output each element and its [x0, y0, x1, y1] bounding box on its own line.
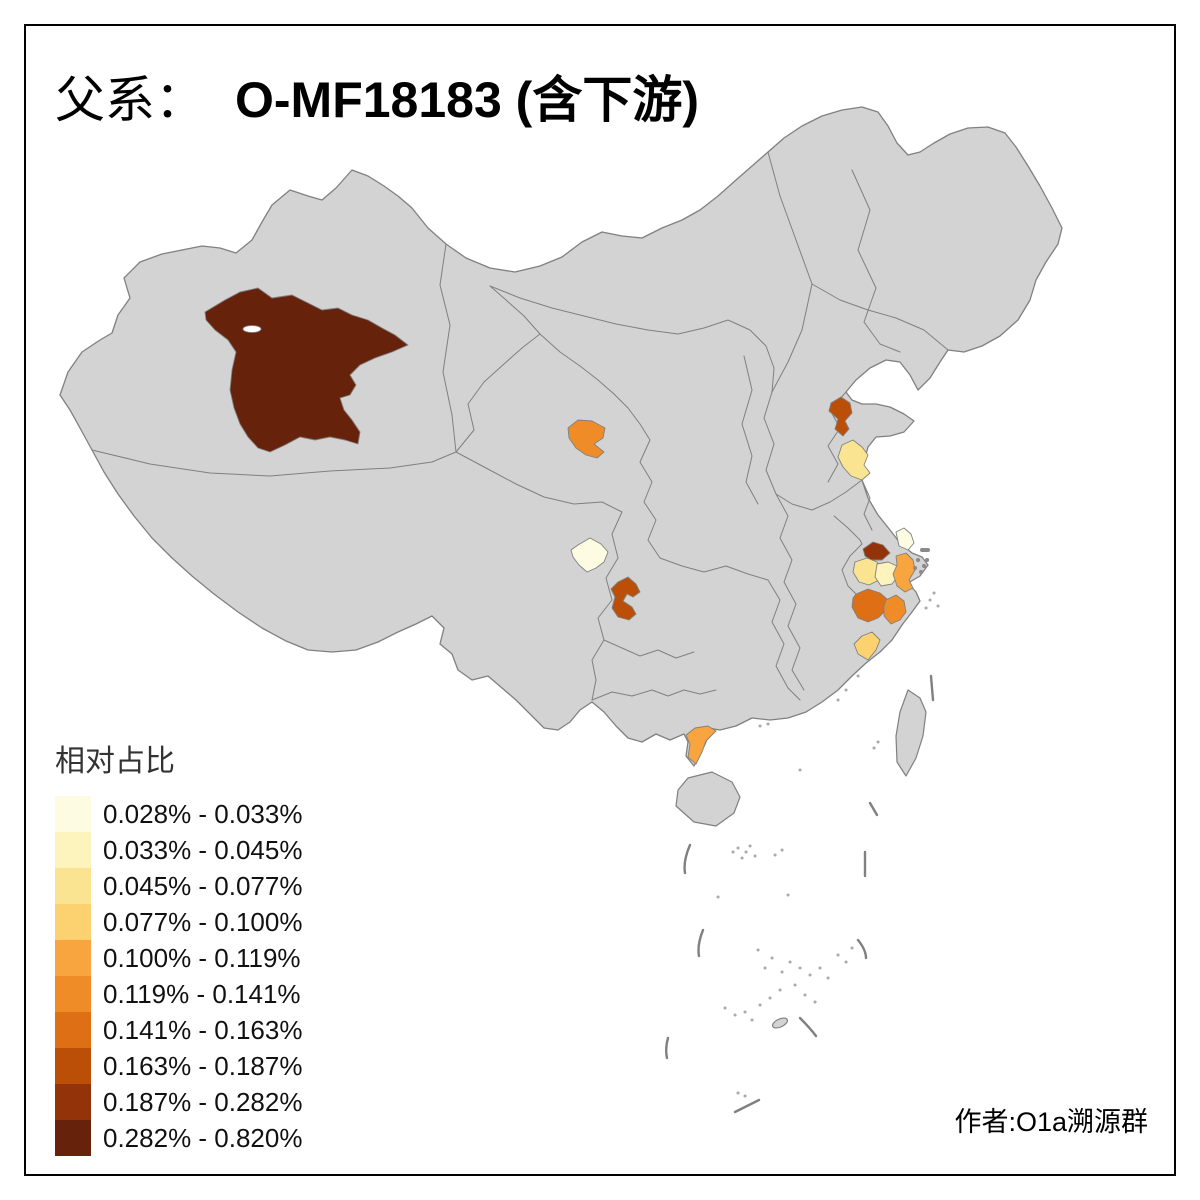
- map-region-leizhou-zhanjiang: [685, 725, 717, 765]
- legend-row: 0.100% - 0.119%: [55, 940, 302, 976]
- legend-row: 0.282% - 0.820%: [55, 1120, 302, 1156]
- legend-label: 0.141% - 0.163%: [103, 1014, 303, 1045]
- legend-label: 0.119% - 0.141%: [103, 978, 301, 1009]
- legend-swatch: [55, 832, 91, 868]
- legend-swatch: [55, 868, 91, 904]
- sea-islands: [716, 591, 940, 1098]
- legend-label: 0.187% - 0.282%: [103, 1086, 303, 1117]
- legend-swatch: [55, 904, 91, 940]
- map-region-north-shandong: [828, 396, 853, 437]
- map-region-central-gansu: [567, 419, 606, 459]
- legend-swatch: [55, 1120, 91, 1156]
- page-title: 父系： O-MF18183 (含下游): [55, 60, 699, 132]
- bosten-lake: [242, 325, 262, 333]
- map-region-hangzhou-area: [851, 588, 889, 623]
- mainland-landmass: [59, 106, 1063, 767]
- map-region-north-guizhou: [610, 576, 641, 621]
- legend-label: 0.045% - 0.077%: [103, 870, 303, 901]
- legend-row: 0.028% - 0.033%: [55, 796, 302, 832]
- legend-row: 0.141% - 0.163%: [55, 1012, 302, 1048]
- legend-row: 0.187% - 0.282%: [55, 1084, 302, 1120]
- map-region-south-shandong: [837, 439, 871, 481]
- legend-swatch: [55, 1084, 91, 1120]
- title-prefix: 父系：: [55, 72, 205, 128]
- legend-swatch: [55, 1012, 91, 1048]
- legend-row: 0.163% - 0.187%: [55, 1048, 302, 1084]
- map-region-suzhou-shanghai: [892, 552, 916, 593]
- legend-swatch: [55, 796, 91, 832]
- map-region-nantong-jiangsu: [895, 527, 915, 551]
- legend-label: 0.033% - 0.045%: [103, 834, 303, 865]
- legend: 相对占比 0.028% - 0.033% 0.033% - 0.045% 0.045…: [55, 736, 302, 1156]
- attribution: 作者:O1a溯源群: [954, 1107, 1148, 1137]
- legend-row: 0.119% - 0.141%: [55, 976, 302, 1012]
- map-region-fuzhou-fujian: [853, 631, 881, 661]
- map-region-chengdu-sichuan: [570, 537, 609, 573]
- map-region-shaoxing-ningbo: [883, 594, 907, 625]
- legend-items: 0.028% - 0.033% 0.033% - 0.045% 0.045% - 0…: [55, 796, 302, 1156]
- legend-row: 0.045% - 0.077%: [55, 868, 302, 904]
- legend-row: 0.033% - 0.045%: [55, 832, 302, 868]
- legend-title: 相对占比: [55, 745, 175, 778]
- legend-label: 0.077% - 0.100%: [103, 906, 303, 937]
- legend-label: 0.163% - 0.187%: [103, 1050, 303, 1081]
- yangtze-delta-islands: [913, 548, 930, 574]
- nine-dash-line: [665, 674, 935, 1114]
- legend-label: 0.282% - 0.820%: [103, 1122, 303, 1153]
- legend-swatch: [55, 940, 91, 976]
- islands-taiwan-hainan: [675, 689, 927, 1029]
- legend-swatch: [55, 1048, 91, 1084]
- figure-border: [24, 24, 1176, 1176]
- legend-swatch: [55, 976, 91, 1012]
- legend-label: 0.028% - 0.033%: [103, 798, 303, 829]
- title-main: O-MF18183 (含下游): [235, 72, 699, 128]
- legend-label: 0.100% - 0.119%: [103, 942, 301, 973]
- province-borders: [91, 151, 949, 701]
- legend-row: 0.077% - 0.100%: [55, 904, 302, 940]
- map-region-south-jiangsu: [862, 541, 891, 561]
